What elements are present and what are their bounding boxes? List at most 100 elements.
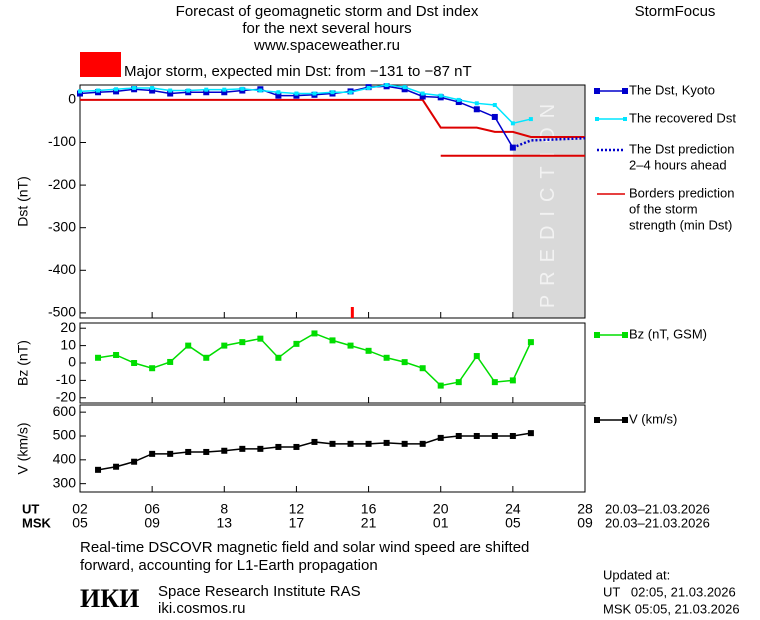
legend-marker [594, 417, 600, 423]
data-point [257, 445, 264, 452]
data-point [150, 85, 155, 90]
y-tick-label: 500 [53, 427, 77, 443]
data-point [167, 358, 174, 365]
data-point [221, 342, 228, 349]
data-point [275, 354, 282, 361]
data-point [203, 354, 210, 361]
note-line: forward, accounting for L1-Earth propaga… [80, 557, 378, 574]
x-tick-label: 12 [289, 501, 305, 517]
y-tick-label: 0 [68, 91, 76, 107]
time-date-range: 20.03–21.03.2026 [605, 501, 710, 516]
y-tick-label: 400 [53, 451, 77, 467]
title-line: www.spaceweather.ru [253, 37, 400, 54]
data-point [455, 99, 462, 106]
data-point [329, 440, 336, 447]
data-point [455, 379, 462, 386]
data-point [240, 86, 245, 91]
y-tick-label: -100 [48, 133, 76, 149]
x-tick-label: 16 [361, 501, 377, 517]
data-point [527, 430, 534, 437]
data-point [402, 85, 407, 90]
legend-marker [623, 117, 627, 121]
legend-label: V (km/s) [629, 411, 677, 426]
data-point [222, 87, 227, 92]
data-point [78, 89, 82, 94]
time-axis-name: MSK [22, 515, 52, 530]
legend-label: The Dst, Kyoto [629, 82, 715, 97]
y-tick-label: 0 [68, 354, 76, 370]
data-point [419, 365, 426, 372]
y-tick-label: 300 [53, 474, 77, 490]
data-point [203, 448, 210, 455]
data-point [491, 432, 498, 439]
data-point [167, 450, 174, 457]
data-point [473, 432, 480, 439]
data-point [348, 90, 353, 95]
data-point [420, 91, 425, 96]
data-point [275, 443, 282, 450]
data-point [185, 342, 192, 349]
data-point [293, 443, 300, 450]
data-point [401, 440, 408, 447]
data-point [312, 91, 317, 96]
y-tick-label: -200 [48, 176, 76, 192]
legend-label: The Dst prediction [629, 141, 735, 156]
data-point [221, 447, 228, 454]
data-point [473, 353, 480, 360]
y-axis-label: Bz (nT) [15, 340, 31, 386]
data-point [311, 330, 318, 337]
y-tick-label: -500 [48, 304, 76, 320]
y-tick-label: -300 [48, 218, 76, 234]
updated-ut: UT 02:05, 21.03.2026 [603, 584, 736, 599]
series-line [97, 432, 532, 471]
y-axis-label: Dst (nT) [15, 176, 31, 227]
data-point [401, 359, 408, 366]
time-axis-name: UT [22, 501, 39, 516]
data-point [276, 90, 281, 95]
data-point [401, 86, 408, 93]
data-point [114, 87, 119, 92]
data-point [492, 103, 497, 108]
data-point [149, 87, 156, 94]
data-point [258, 88, 263, 93]
data-point [113, 463, 120, 470]
time-date-range: 20.03–21.03.2026 [605, 515, 710, 530]
data-point [473, 106, 480, 113]
y-tick-label: 10 [60, 336, 76, 352]
note-line: Real-time DSCOVR magnetic field and sola… [80, 539, 529, 556]
data-point [293, 92, 300, 99]
legend-label: strength (min Dst) [629, 217, 732, 232]
series-line [97, 332, 532, 387]
data-point [365, 347, 372, 354]
data-point [203, 89, 210, 96]
updated-msk: MSK 05:05, 21.03.2026 [603, 601, 740, 616]
legend-label: of the storm [629, 201, 698, 216]
data-point [509, 377, 516, 384]
x-tick-label: 05 [72, 515, 88, 531]
y-tick-label: -10 [56, 371, 76, 387]
data-point [383, 439, 390, 446]
y-tick-label: 20 [60, 319, 76, 335]
data-point [456, 97, 461, 102]
x-tick-label: 13 [216, 515, 232, 531]
data-point [168, 88, 173, 93]
data-point [186, 88, 191, 93]
y-tick-label: 600 [53, 403, 77, 419]
event-marker [350, 307, 354, 318]
data-point [528, 117, 533, 122]
title-line: for the next several hours [242, 20, 411, 37]
legend-marker [595, 117, 599, 121]
data-point [95, 466, 102, 473]
x-tick-label: 21 [361, 515, 377, 531]
legend-label: 2–4 hours ahead [629, 157, 727, 172]
legend-label: The recovered Dst [629, 110, 736, 125]
data-point [455, 432, 462, 439]
y-axis-label: V (km/s) [15, 422, 31, 474]
data-point [491, 113, 498, 120]
data-point [113, 352, 120, 358]
series-line [79, 84, 532, 125]
title-line: Forecast of geomagnetic storm and Dst in… [176, 3, 479, 20]
x-tick-label: 24 [505, 501, 521, 517]
y-tick-label: -20 [56, 388, 76, 404]
brand: StormFocus [635, 3, 716, 20]
